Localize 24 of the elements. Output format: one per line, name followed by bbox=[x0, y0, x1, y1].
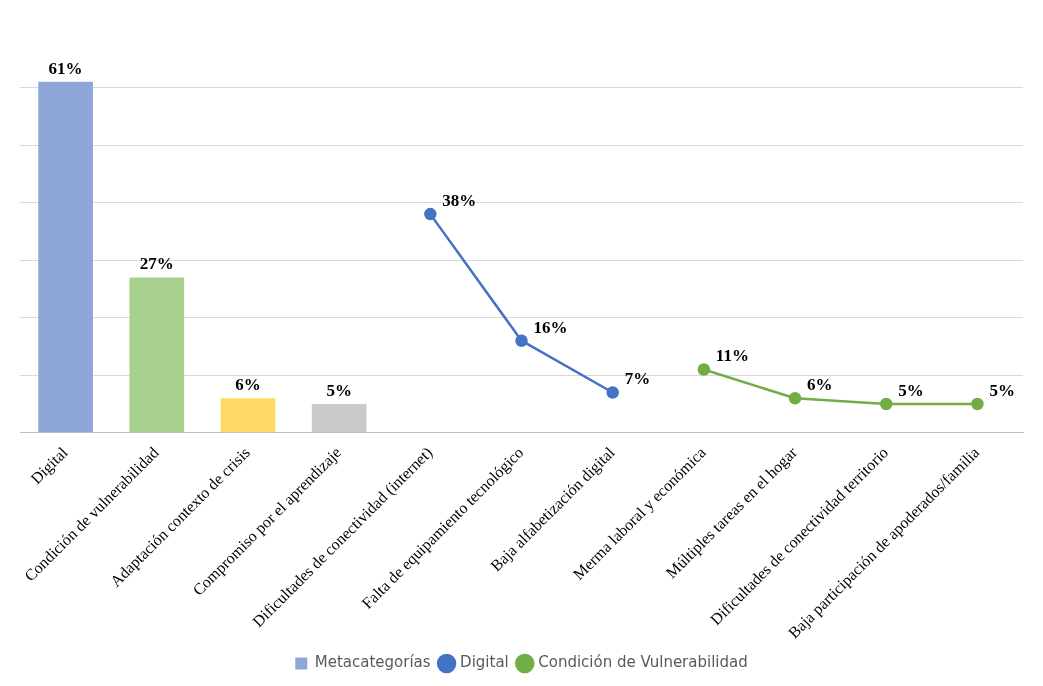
legend-label: Metacategorías bbox=[314, 653, 431, 672]
point bbox=[424, 207, 437, 221]
point bbox=[788, 392, 802, 405]
data-label: 6% bbox=[807, 375, 833, 395]
data-label: 7% bbox=[624, 369, 651, 389]
data-label: 27% bbox=[139, 254, 174, 274]
point bbox=[515, 334, 528, 347]
point bbox=[606, 386, 619, 399]
legend-label: Digital bbox=[460, 653, 509, 672]
bar bbox=[220, 398, 276, 433]
data-label: 6% bbox=[235, 375, 261, 395]
data-label: 5% bbox=[326, 380, 352, 400]
bar bbox=[129, 277, 185, 433]
data-label: 38% bbox=[442, 191, 477, 211]
bar bbox=[38, 81, 93, 433]
point bbox=[697, 363, 711, 376]
data-label: 11% bbox=[715, 346, 749, 366]
data-label: 5% bbox=[989, 380, 1015, 400]
data-label: 5% bbox=[898, 380, 924, 400]
point bbox=[879, 397, 893, 411]
data-label: 16% bbox=[533, 317, 568, 337]
legend-label: Condición de Vulnerabilidad bbox=[538, 653, 748, 672]
data-label: 61% bbox=[48, 58, 83, 78]
point bbox=[971, 397, 984, 411]
